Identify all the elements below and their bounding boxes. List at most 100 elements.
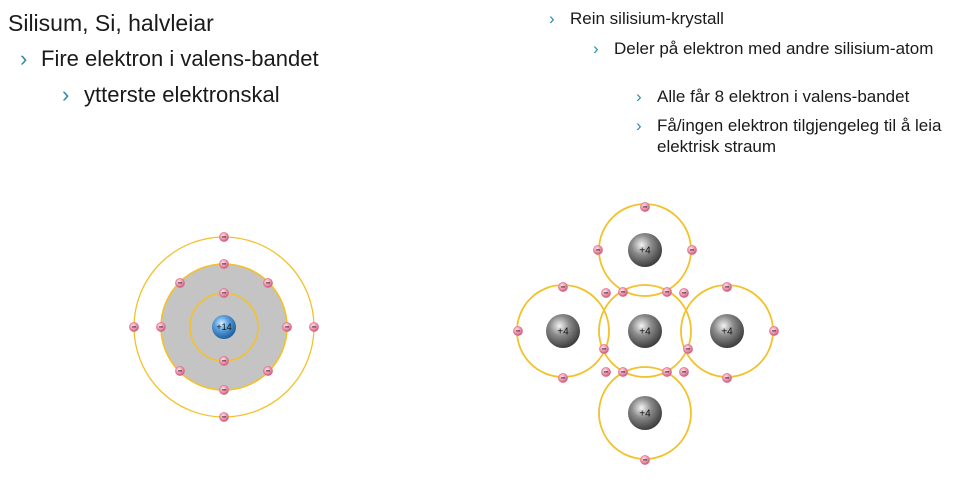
bullet-text: ytterste elektronskal: [84, 82, 280, 107]
electron: −: [156, 322, 166, 332]
electron-sign: −: [665, 288, 670, 297]
electron: −: [599, 344, 609, 354]
electron-sign: −: [561, 374, 566, 383]
electron-sign: −: [159, 323, 164, 332]
electron: −: [263, 366, 273, 376]
bullet-pure-crystal: › Rein silisium-krystall: [549, 9, 724, 29]
atom-orbit: [598, 284, 692, 378]
nucleus: +4: [628, 314, 662, 348]
electron: −: [618, 367, 628, 377]
electron-dot: [263, 278, 273, 288]
nucleus-charge-label: +4: [721, 327, 733, 338]
electron-sign: −: [621, 368, 626, 377]
bullet-marker-icon: ›: [20, 46, 28, 71]
electron: −: [640, 455, 650, 465]
electron-dot: [601, 288, 611, 298]
silicon-atom-diagram: − − − − − − − − − − − − − − +14: [129, 232, 319, 422]
electron-dot: [679, 288, 689, 298]
electron-sign: −: [686, 345, 691, 354]
electron: −: [219, 288, 229, 298]
bullet-shares-electrons: › Deler på elektron med andre silisium-at…: [593, 38, 964, 59]
nucleus-sphere: [710, 314, 744, 348]
bullet-text: Deler på elektron med andre silisium-ato…: [614, 39, 934, 58]
electron: −: [219, 412, 229, 422]
electron: −: [219, 385, 229, 395]
electron-dot: [219, 259, 229, 269]
electron-dot: [558, 373, 568, 383]
bullet-marker-icon: ›: [636, 116, 642, 135]
electron-dot: [219, 385, 229, 395]
electron: −: [558, 373, 568, 383]
nucleus-charge-label: +14: [216, 322, 231, 332]
electron-sign: −: [222, 386, 227, 395]
electron: −: [513, 326, 523, 336]
bullet-text: Alle får 8 elektron i valens-bandet: [657, 87, 910, 106]
nucleus: +14: [212, 315, 236, 339]
electron-dot: [662, 287, 672, 297]
electron: −: [593, 245, 603, 255]
electron-sign: −: [178, 279, 183, 288]
electron-dot: [662, 367, 672, 377]
electron-dot: [175, 278, 185, 288]
electron-dot: [640, 202, 650, 212]
electron-sign: −: [222, 357, 227, 366]
electron-dot: [618, 287, 628, 297]
nucleus: +4: [628, 396, 662, 430]
nucleus-sphere: [628, 396, 662, 430]
electron-sign: −: [690, 246, 695, 255]
electron-dot: [769, 326, 779, 336]
electron: −: [219, 232, 229, 242]
electron-sign: −: [604, 289, 609, 298]
electron-sign: −: [725, 374, 730, 383]
electron-sign: −: [132, 323, 137, 332]
electron-dot: [175, 366, 185, 376]
electron: −: [219, 356, 229, 366]
electron-sign: −: [602, 345, 607, 354]
electron: −: [558, 282, 568, 292]
electron-dot: [219, 412, 229, 422]
nucleus-charge-label: +4: [639, 327, 651, 338]
silicon-crystal-diagram: − − − − − − − − − − − − − − − − − − − − +4 +4 +4 +4 +4: [513, 202, 779, 465]
atom-electrons: − − − − − − − − − − − − − −: [129, 232, 319, 422]
electron-dot: [683, 344, 693, 354]
electron-sign: −: [643, 456, 648, 465]
slide-title: Silisum, Si, halvleiar: [8, 10, 214, 36]
bullet-marker-icon: ›: [593, 39, 599, 58]
electron: −: [601, 367, 611, 377]
electron-dot: [722, 282, 732, 292]
electron-sign: −: [266, 367, 271, 376]
electron: −: [219, 259, 229, 269]
nucleus: +4: [628, 233, 662, 267]
electron-dot: [618, 367, 628, 377]
nucleus-sphere: [212, 315, 236, 339]
electron: −: [640, 202, 650, 212]
atom-nucleus: +14: [212, 315, 236, 339]
electron-sign: −: [665, 368, 670, 377]
nucleus: +4: [710, 314, 744, 348]
electron: −: [662, 367, 672, 377]
bullet-text: Rein silisium-krystall: [570, 9, 724, 28]
electron-sign: −: [222, 289, 227, 298]
electron-dot: [263, 366, 273, 376]
electron: −: [129, 322, 139, 332]
electron-dot: [599, 344, 609, 354]
electron: −: [687, 245, 697, 255]
nucleus-charge-label: +4: [639, 246, 651, 257]
electron: −: [722, 373, 732, 383]
electron-dot: [601, 367, 611, 377]
electron-sign: −: [604, 368, 609, 377]
electron: −: [309, 322, 319, 332]
electron: −: [282, 322, 292, 332]
electron-sign: −: [596, 246, 601, 255]
electron-sign: −: [266, 279, 271, 288]
nucleus-charge-label: +4: [557, 327, 569, 338]
electron: −: [175, 366, 185, 376]
electron-dot: [282, 322, 292, 332]
bullet-outer-shell: › ytterste elektronskal: [62, 82, 280, 108]
electron: −: [769, 326, 779, 336]
electron-dot: [513, 326, 523, 336]
bullet-eight-electrons: › Alle får 8 elektron i valens-bandet: [636, 87, 909, 107]
electron: −: [683, 344, 693, 354]
nucleus-sphere: [546, 314, 580, 348]
